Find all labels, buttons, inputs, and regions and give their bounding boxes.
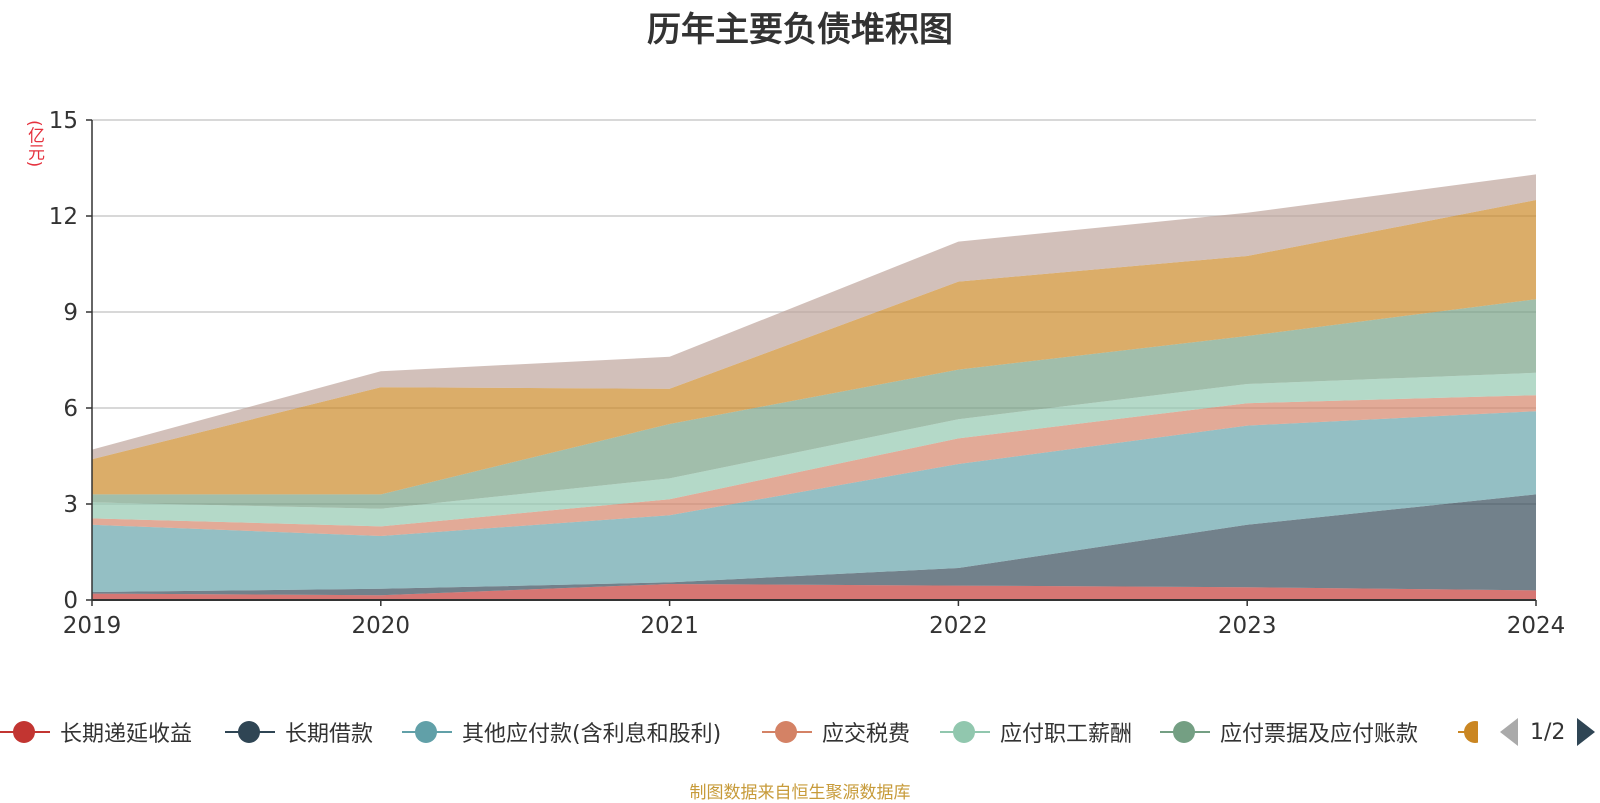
chart-title: 历年主要负债堆积图	[647, 10, 953, 50]
legend-item-deferred-income[interactable]: 长期递延收益	[0, 712, 192, 752]
area-series	[92, 174, 1536, 600]
y-tick-label: 0	[63, 588, 78, 614]
legend-marker-icon	[940, 720, 990, 744]
y-tick-label: 15	[49, 108, 78, 134]
axes: 0 3 6 9 12 15 2019 2020 2021 2022 2023 2024	[49, 108, 1566, 639]
area-series-3[interactable]	[92, 395, 1536, 536]
legend-marker-icon	[762, 720, 812, 744]
area-series-2[interactable]	[92, 411, 1536, 592]
area-series-0[interactable]	[92, 584, 1536, 600]
legend-label: 其他应付款(含利息和股利)	[462, 722, 722, 747]
source-note: 制图数据来自恒生聚源数据库	[689, 783, 911, 803]
legend-label: 长期借款	[285, 722, 374, 747]
x-tick-label: 2024	[1507, 613, 1566, 639]
x-tick-label: 2020	[352, 613, 411, 639]
stacked-area-chart: 0 3 6 9 12 15 2019 2020 2021 2022 2023 2024	[49, 108, 1566, 639]
legend-marker-icon	[402, 720, 452, 744]
legend-item-clipped[interactable]	[1458, 712, 1478, 752]
legend-pager: 1/2	[1500, 712, 1596, 752]
x-tick-label: 2019	[63, 613, 122, 639]
y-tick-label: 3	[63, 492, 78, 518]
legend-label: 应付职工薪酬	[1000, 722, 1133, 747]
next-page-icon[interactable]	[1577, 718, 1596, 746]
y-tick-label: 9	[63, 300, 78, 326]
x-tick-label: 2023	[1218, 613, 1277, 639]
area-series-1[interactable]	[92, 494, 1536, 596]
area-series-5[interactable]	[92, 299, 1536, 509]
legend-page-indicator: 1/2	[1530, 719, 1566, 745]
legend-label: 长期递延收益	[60, 722, 193, 747]
y-tick-label: 12	[49, 204, 78, 230]
x-tick-label: 2022	[929, 613, 988, 639]
y-axis-unit-label: (亿元)	[24, 120, 44, 168]
area-series-7[interactable]	[92, 174, 1536, 460]
legend-item-long-term-loans[interactable]: 长期借款	[225, 712, 373, 752]
legend-marker-icon	[0, 720, 50, 744]
area-series-4[interactable]	[92, 372, 1536, 527]
legend-marker-icon	[1458, 720, 1478, 744]
area-series-6[interactable]	[92, 200, 1536, 495]
legend-marker-icon	[1160, 720, 1210, 744]
legend-item-taxes-payable[interactable]: 应交税费	[762, 712, 910, 752]
legend-label: 应交税费	[822, 722, 911, 747]
legend-label: 应付票据及应付账款	[1220, 722, 1419, 747]
legend-item-other-payables[interactable]: 其他应付款(含利息和股利)	[402, 712, 721, 752]
legend: 长期递延收益 长期借款 其他应付款(含利息和股利) 应交税费 应付职工薪酬 应付…	[0, 712, 1600, 752]
prev-page-icon[interactable]	[1500, 718, 1518, 746]
y-tick-label: 6	[63, 396, 78, 422]
legend-item-notes-and-accounts[interactable]: 应付票据及应付账款	[1160, 712, 1418, 752]
legend-item-employee-pay[interactable]: 应付职工薪酬	[940, 712, 1132, 752]
x-tick-label: 2021	[640, 613, 699, 639]
legend-marker-icon	[225, 720, 275, 744]
